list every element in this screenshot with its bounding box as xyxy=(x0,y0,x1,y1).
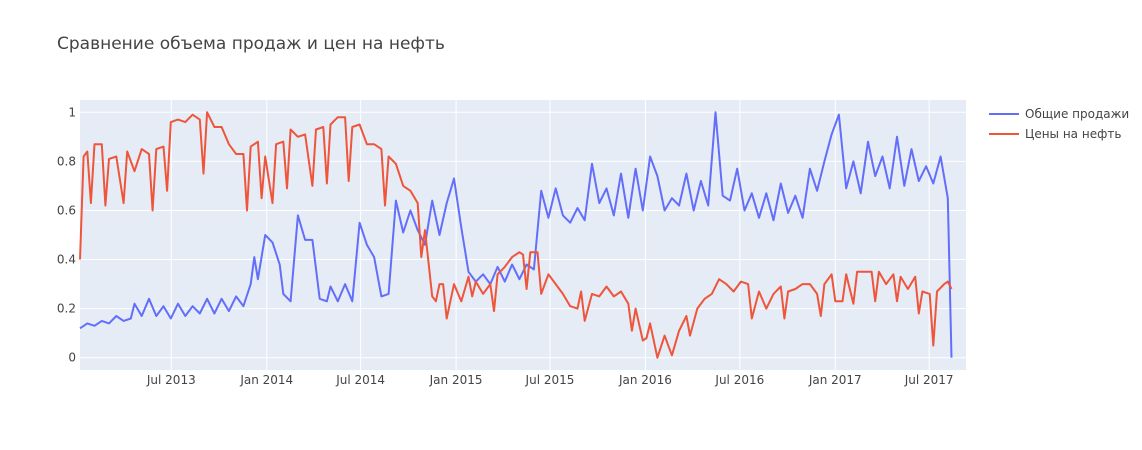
x-gridlines xyxy=(170,100,930,370)
plot-background xyxy=(80,100,966,370)
y-tick-label: 0 xyxy=(68,351,76,365)
y-axis-tick-labels: 0 0.2 0.4 0.6 0.8 1 xyxy=(57,105,76,364)
series-lines xyxy=(79,111,953,359)
chart-title: Сравнение объема продаж и цен на нефть xyxy=(57,34,445,54)
y-tick-label: 0.2 xyxy=(57,302,76,316)
legend-item-1[interactable]: Общие продажи xyxy=(989,107,1129,121)
x-tick-label: Jul 2015 xyxy=(525,373,575,387)
x-tick-label: Jul 2017 xyxy=(904,373,954,387)
legend-item-2[interactable]: Цены на нефть xyxy=(989,127,1121,141)
legend-label: Цены на нефть xyxy=(1025,127,1121,141)
legend[interactable]: Общие продажи Цены на нефть xyxy=(989,107,1129,141)
y-tick-label: 1 xyxy=(68,105,76,119)
x-tick-label: Jul 2016 xyxy=(714,373,764,387)
x-tick-label: Jan 2017 xyxy=(808,373,862,387)
x-tick-label: Jan 2015 xyxy=(429,373,483,387)
x-tick-label: Jan 2016 xyxy=(618,373,672,387)
x-tick-label: Jan 2014 xyxy=(239,373,293,387)
series-line-2 xyxy=(79,111,953,359)
series-line-1 xyxy=(79,111,953,358)
x-tick-label: Jul 2014 xyxy=(335,373,385,387)
x-tick-label: Jul 2013 xyxy=(146,373,196,387)
y-tick-label: 0.4 xyxy=(57,253,76,267)
legend-label: Общие продажи xyxy=(1025,107,1129,121)
y-tick-label: 0.6 xyxy=(57,203,76,217)
x-axis-tick-labels: Jul 2013 Jan 2014 Jul 2014 Jan 2015 Jul 2015… xyxy=(146,373,954,387)
y-tick-label: 0.8 xyxy=(57,154,76,168)
